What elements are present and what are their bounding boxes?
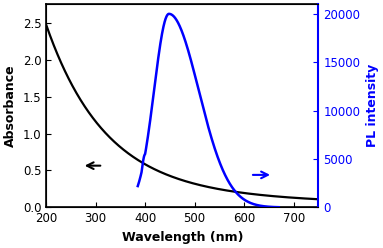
Y-axis label: Absorbance: Absorbance	[4, 64, 17, 147]
X-axis label: Wavelength (nm): Wavelength (nm)	[121, 231, 243, 244]
Y-axis label: PL intensity: PL intensity	[366, 64, 379, 147]
